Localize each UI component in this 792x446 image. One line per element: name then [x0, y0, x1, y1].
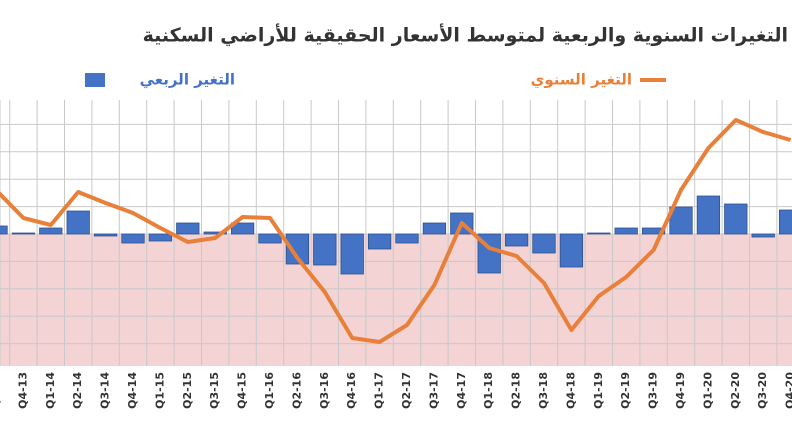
x-tick-label: Q1-14: [44, 372, 57, 409]
x-tick-label: Q3-16: [318, 372, 331, 409]
bar: [696, 195, 721, 235]
bar: [395, 233, 419, 244]
bar: [532, 233, 556, 254]
bar: [504, 233, 529, 247]
x-tick-label: Q4-15: [236, 372, 249, 409]
bar: [778, 209, 792, 235]
x-tick-label: Q2-15: [181, 372, 194, 409]
x-tick-label: Q1-19: [592, 372, 605, 409]
bar: [176, 222, 200, 235]
bar: [422, 222, 447, 235]
bar: [285, 233, 310, 265]
x-tick-label: Q2-17: [400, 372, 413, 409]
x-tick-label: Q1-15: [153, 372, 166, 409]
x-tick-label: Q4-17: [455, 372, 468, 409]
x-tick-label: Q2-14: [71, 372, 84, 409]
bar: [751, 233, 775, 238]
x-tick-label: Q3-15: [208, 372, 221, 409]
bar: [148, 233, 173, 242]
x-tick-label: Q3-18: [537, 372, 550, 409]
bar: [724, 203, 748, 235]
x-tick-label: Q3-19: [647, 372, 660, 409]
bar: [230, 222, 255, 235]
chart-title: التغيرات السنوية والربعية لمتوسط الأسعار…: [143, 24, 788, 47]
x-tick-label: Q3-14: [99, 372, 112, 409]
x-tick-label: Q2-18: [510, 372, 523, 409]
bar: [340, 233, 364, 275]
x-tick-label: Q2-20: [729, 372, 742, 409]
x-tick-label: Q4-14: [126, 372, 139, 409]
bar: [559, 233, 584, 268]
x-tick-label: Q1-16: [263, 372, 276, 409]
bar: [121, 233, 145, 244]
legend-label: التغير السنوي: [531, 71, 632, 90]
bar: [641, 227, 666, 235]
legend-swatch: [85, 73, 105, 87]
bar: [11, 232, 36, 235]
bar: [367, 233, 392, 250]
x-tick-label: Q3-17: [427, 372, 440, 409]
bar: [66, 210, 90, 235]
x-tick-label: Q2-16: [290, 372, 303, 409]
x-tick-label: Q4-18: [564, 372, 577, 409]
line: [0, 118, 792, 344]
x-tick-label: Q4-19: [674, 372, 687, 409]
bar: [587, 232, 611, 235]
x-tick-label: Q1-20: [701, 372, 714, 409]
x-tick-label: Q4-16: [345, 372, 358, 409]
bar: [39, 227, 63, 235]
legend-label: التغير الربعي: [140, 71, 235, 89]
bar: [93, 233, 118, 237]
bar: [669, 206, 693, 235]
x-tick-label: Q4-20: [784, 372, 792, 409]
bar: [614, 227, 638, 235]
x-tick-label: Q3-20: [756, 372, 769, 409]
bar: [0, 225, 8, 235]
x-tick-label: Q1-18: [482, 372, 495, 409]
bar: [313, 233, 337, 266]
x-tick-label: Q4-13: [16, 372, 29, 409]
x-tick-label: Q3-13: [0, 372, 2, 409]
bar: [203, 231, 227, 235]
x-tick-label: Q2-19: [619, 372, 632, 409]
x-tick-label: Q1-17: [373, 372, 386, 409]
bar: [258, 233, 282, 244]
